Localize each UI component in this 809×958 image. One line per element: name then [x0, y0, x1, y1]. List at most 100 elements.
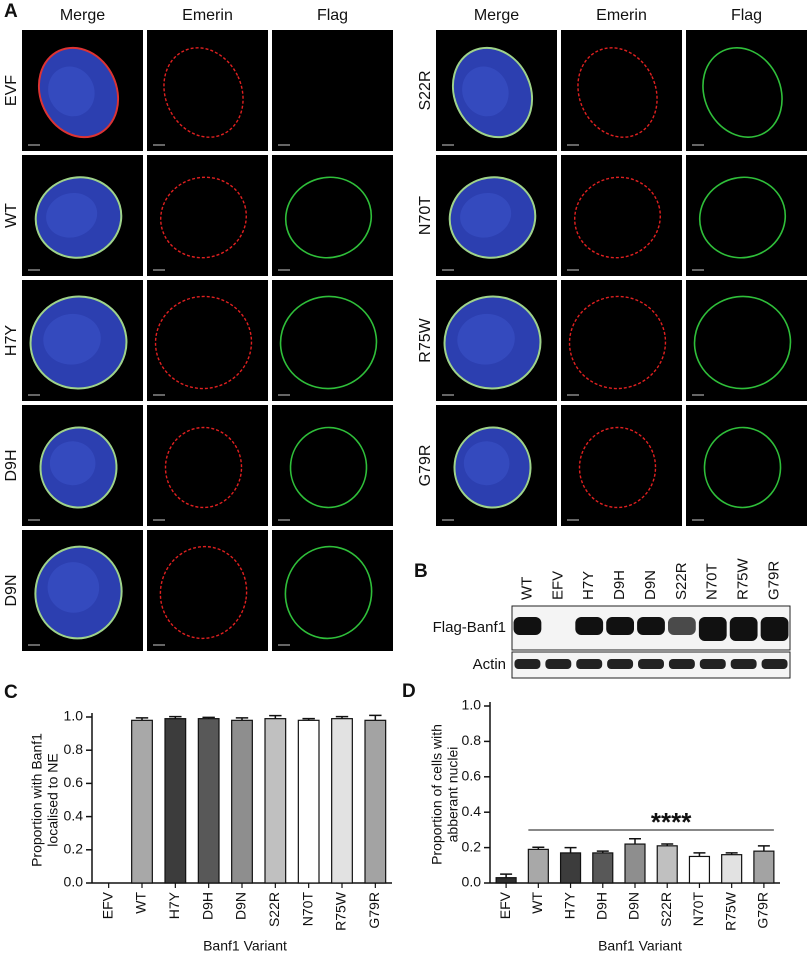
lane-label: H7Y [580, 571, 597, 600]
panel-label: B [414, 561, 428, 582]
bar [331, 718, 353, 884]
band [576, 659, 603, 669]
cell [284, 176, 373, 259]
error-bar [235, 717, 249, 721]
cell [568, 295, 667, 390]
error-bar [302, 717, 315, 721]
micrograph [686, 405, 807, 526]
x-tick-label: R75W [722, 891, 738, 931]
band [760, 617, 789, 641]
cell [29, 295, 128, 390]
error-bar [202, 716, 215, 719]
x-tick-label: WT [133, 892, 149, 914]
row-label: R75W [417, 317, 434, 362]
cell [37, 46, 120, 139]
error-bar [757, 845, 770, 852]
error-bar [335, 715, 349, 719]
cell [154, 295, 253, 390]
panel-label: A [4, 1, 18, 22]
envelope [568, 295, 667, 390]
cell [39, 426, 118, 509]
micrograph [272, 280, 393, 401]
x-tick-label: D9N [626, 892, 642, 920]
band [699, 659, 726, 669]
y-axis-label: Proportion with Banf1 [29, 733, 45, 867]
x-tick-label: G79R [755, 892, 771, 929]
column-header: Emerin [182, 7, 233, 24]
band [545, 659, 572, 669]
y-tick-label: 0.2 [462, 838, 482, 854]
y-tick-label: 0.0 [64, 874, 84, 890]
envelope [160, 176, 247, 259]
panel-label: C [4, 682, 18, 703]
x-tick-label: S22R [658, 892, 674, 927]
cell [289, 426, 368, 509]
y-tick-label: 0.8 [462, 732, 482, 748]
blot-row-label: Actin [473, 656, 506, 673]
lane-label: R75W [735, 557, 752, 600]
bar [164, 718, 187, 884]
envelope [703, 426, 782, 509]
bar [624, 843, 646, 884]
y-tick-label: 0.6 [462, 768, 482, 784]
lane-label: WT [518, 577, 535, 600]
cell [703, 426, 782, 509]
nucleus-texture [463, 441, 510, 486]
row-label: D9N [3, 574, 20, 606]
bar [559, 852, 582, 884]
envelope [702, 47, 783, 138]
row-label: H7Y [3, 325, 20, 356]
error-bar [596, 850, 609, 853]
micrograph [686, 280, 807, 401]
row-label: G79R [417, 445, 434, 487]
micrograph [561, 405, 682, 526]
error-bar [725, 852, 738, 855]
bar [688, 855, 711, 884]
band [761, 659, 788, 669]
bar [131, 719, 153, 884]
nucleus-texture [47, 562, 100, 613]
x-tick-label: N70T [690, 892, 706, 927]
micrograph [561, 30, 682, 151]
micrograph [272, 530, 393, 651]
nucleus-texture [460, 192, 512, 238]
envelope [159, 545, 248, 640]
micrograph [147, 530, 268, 651]
band [729, 617, 758, 641]
band [668, 659, 695, 669]
bar [753, 850, 775, 884]
micrograph [147, 405, 268, 526]
lane-label: S22R [673, 562, 690, 600]
significance-label: **** [651, 807, 692, 837]
y-tick-label: 1.0 [64, 708, 84, 724]
band [513, 617, 542, 635]
envelope [279, 295, 378, 390]
bar [264, 718, 287, 884]
cell [698, 176, 787, 259]
nucleus-texture [462, 66, 509, 117]
x-tick-label: WT [529, 892, 545, 914]
bar [197, 718, 220, 884]
error-bar [564, 846, 577, 853]
cell [279, 295, 378, 390]
envelope [163, 47, 244, 138]
x-tick-label: EFV [497, 891, 513, 919]
band [730, 659, 757, 669]
nucleus-texture [49, 441, 96, 486]
micrograph [272, 405, 393, 526]
cell [163, 47, 244, 138]
cell [574, 176, 661, 259]
x-tick-label: R75W [333, 891, 349, 931]
cell [160, 176, 247, 259]
cell [448, 176, 537, 259]
y-tick-label: 1.0 [462, 697, 482, 713]
column-header: Flag [731, 7, 762, 24]
row-label: D9H [3, 449, 20, 481]
y-tick-label: 0.4 [462, 803, 482, 819]
bar [592, 852, 614, 884]
band [638, 659, 664, 669]
y-tick-label: 0.4 [64, 807, 84, 823]
x-tick-label: D9H [593, 892, 609, 920]
row-label: EVF [3, 75, 20, 106]
